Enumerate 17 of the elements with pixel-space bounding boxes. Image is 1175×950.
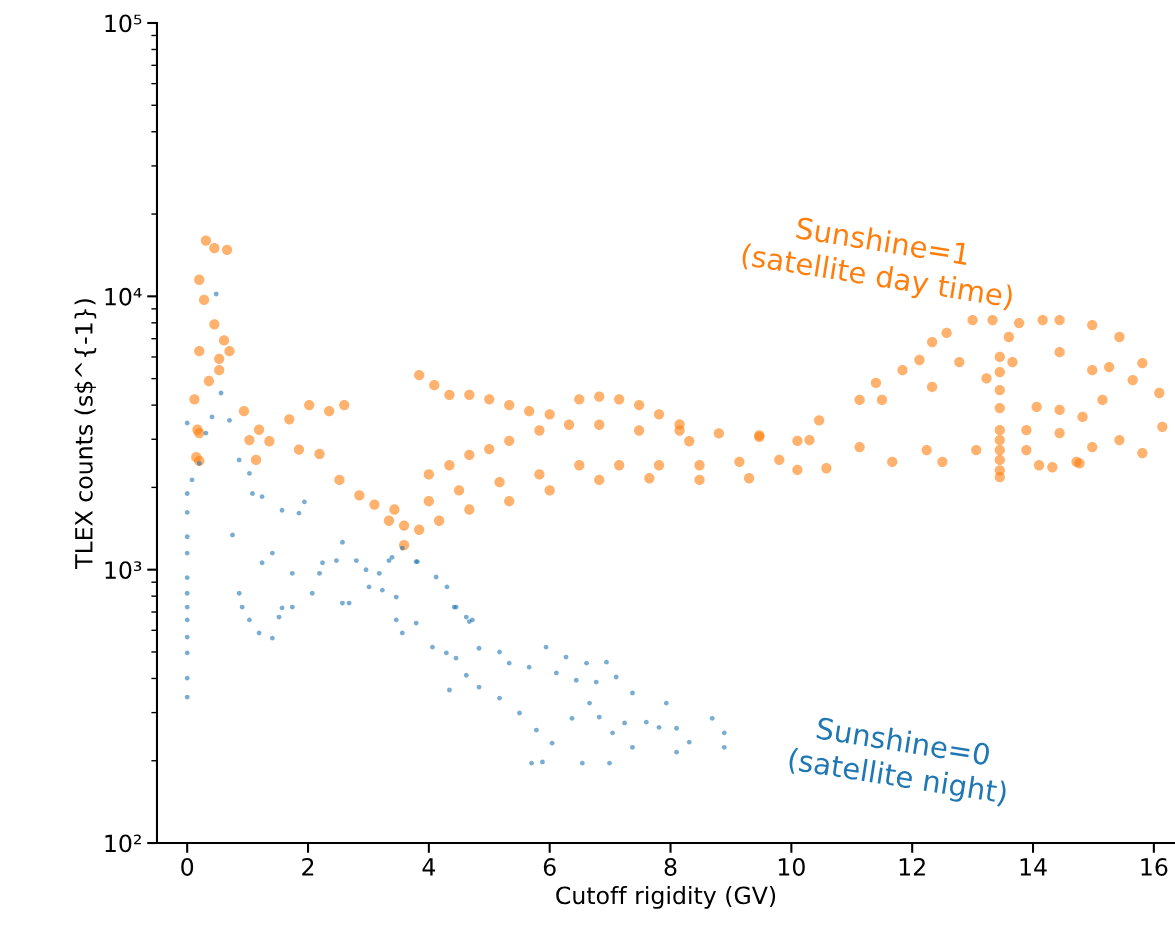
x-tick-label: 4 <box>422 858 436 876</box>
x-tick-label: 12 <box>899 858 925 876</box>
y-axis-title: TLEX counts (s$^{-1}) <box>74 299 97 569</box>
x-tick-label: 6 <box>543 858 556 876</box>
text: Sunshine=0 (satellite night) <box>787 716 1008 810</box>
x-tick-label: 2 <box>302 858 314 876</box>
x-tick-label: 8 <box>664 858 677 876</box>
x-tick-label: 0 <box>181 858 194 876</box>
y-tick-label: 10⁴ <box>105 287 142 306</box>
y-tick-label: 10³ <box>105 561 142 579</box>
x-axis-title: Cutoff rigidity (GV) <box>556 886 776 909</box>
y-tick-label: 10² <box>105 834 141 853</box>
y-tick-label: 10⁵ <box>105 14 142 33</box>
x-tick-label: 14 <box>1020 858 1047 876</box>
x-tick-label: 16 <box>1141 858 1168 876</box>
x-tick-label: 10 <box>778 858 805 876</box>
text: Sunshine=1 (satellite day time) <box>740 216 1014 314</box>
